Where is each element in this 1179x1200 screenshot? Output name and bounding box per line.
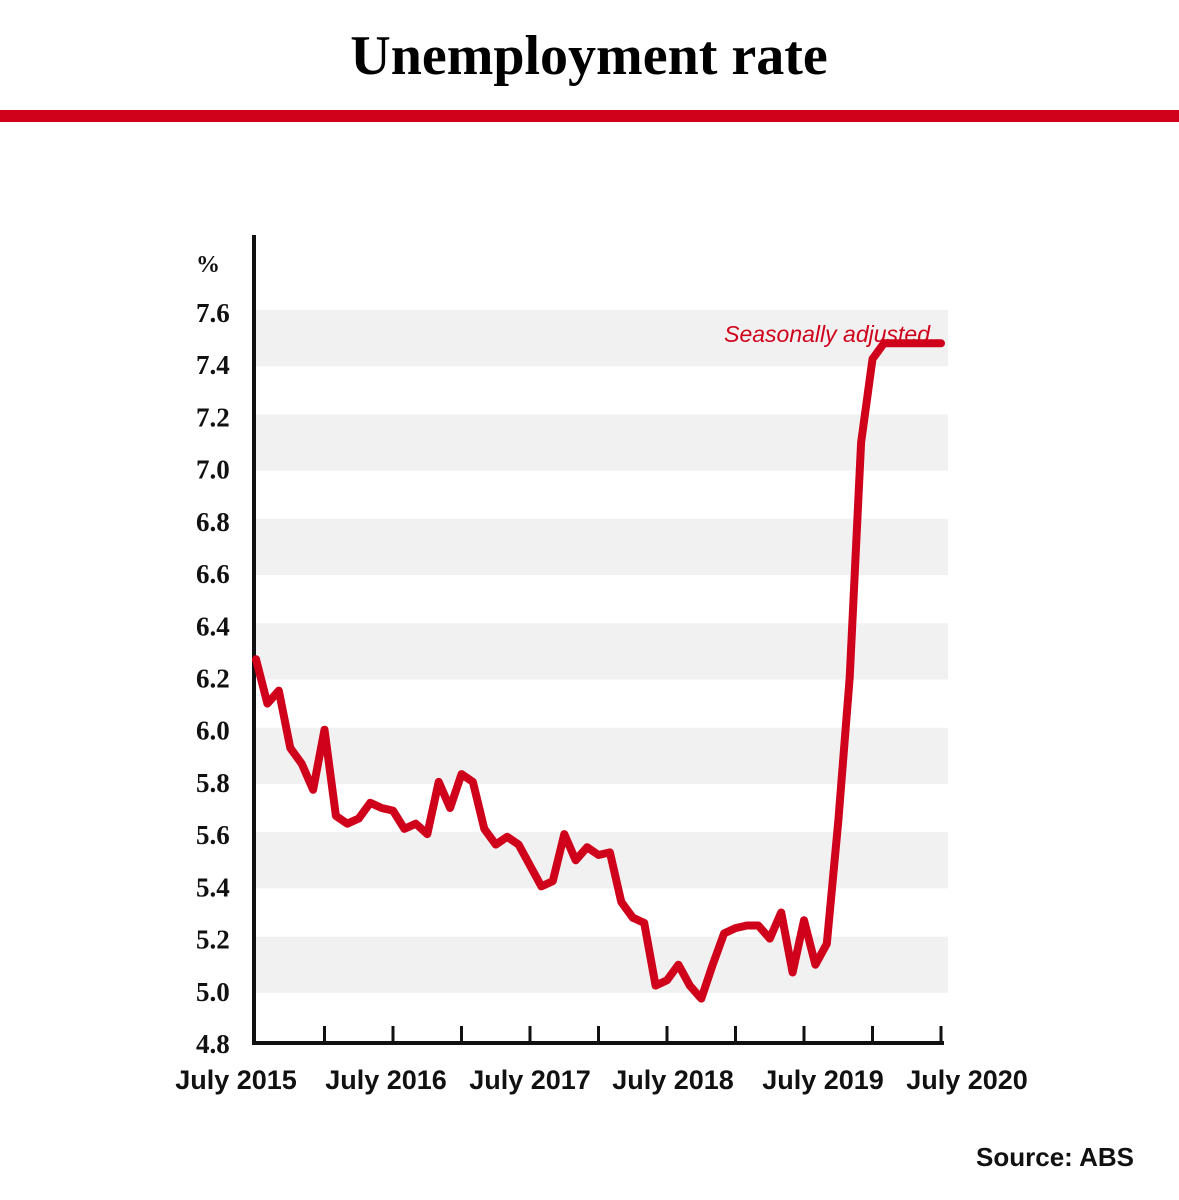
grid-band xyxy=(254,518,948,576)
y-tick-label: 4.8 xyxy=(196,1029,230,1059)
x-tick-label: July 2018 xyxy=(612,1065,734,1095)
grid-band xyxy=(254,310,948,367)
grid-bands xyxy=(254,310,948,993)
grid-band xyxy=(254,727,948,784)
y-tick-label: 5.0 xyxy=(196,977,230,1007)
y-tick-label: 7.6 xyxy=(196,298,230,328)
title-divider xyxy=(0,110,1179,122)
y-tick-label: 5.8 xyxy=(196,768,230,798)
x-tick-label: July 2016 xyxy=(325,1065,447,1095)
y-tick-label: 5.2 xyxy=(196,925,230,955)
y-tick-label: 6.8 xyxy=(196,507,230,537)
y-tick-label: 6.0 xyxy=(196,716,230,746)
chart-title: Unemployment rate xyxy=(350,25,827,87)
seasonally-adjusted-annotation: Seasonally adjusted xyxy=(724,321,931,347)
grid-band xyxy=(254,414,948,471)
y-tick-label: 6.6 xyxy=(196,559,230,589)
x-tick-label: July 2015 xyxy=(175,1065,297,1095)
grid-band xyxy=(254,936,948,993)
y-axis-unit-label: % xyxy=(196,252,220,278)
y-tick-label: 6.4 xyxy=(196,611,230,641)
x-tick-label: July 2020 xyxy=(906,1065,1028,1095)
y-axis-ticks: 4.8 5.0 5.2 5.4 5.6 5.8 6.0 6.2 6.4 6.6 6.8 7.0 7.2 7… xyxy=(196,298,230,1059)
y-tick-label: 7.2 xyxy=(196,402,230,432)
y-tick-label: 7.4 xyxy=(196,350,230,380)
y-tick-label: 5.6 xyxy=(196,820,230,850)
grid-band xyxy=(254,623,948,680)
y-tick-label: 5.4 xyxy=(196,872,230,902)
source-label: Source: ABS xyxy=(976,1142,1134,1172)
x-tick-label: July 2017 xyxy=(469,1065,591,1095)
grid-band xyxy=(254,832,948,889)
y-tick-label: 7.0 xyxy=(196,455,230,485)
x-tick-label: July 2019 xyxy=(762,1065,884,1095)
unemployment-series-line xyxy=(252,339,945,1003)
y-tick-label: 6.2 xyxy=(196,664,230,694)
x-axis-ticks: July 2015 July 2016 July 2017 July 2018 July… xyxy=(175,1026,1028,1095)
